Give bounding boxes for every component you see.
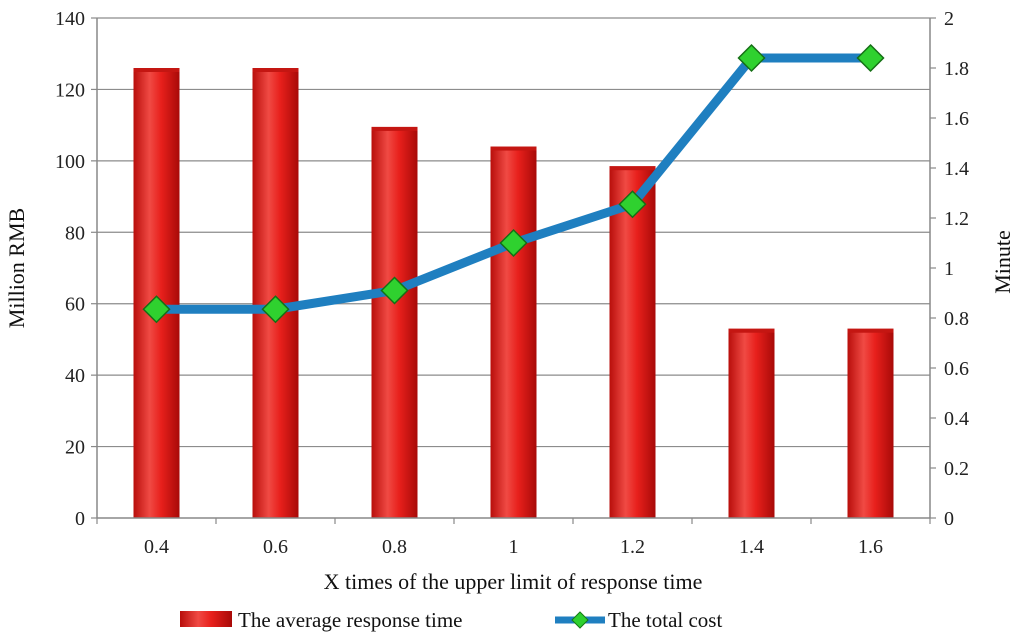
legend-bar-label: The average response time — [238, 608, 462, 632]
bar — [133, 68, 180, 518]
line-point — [261, 295, 290, 324]
bar — [490, 146, 537, 519]
y-right-tick-label: 0.2 — [944, 458, 969, 480]
bar — [252, 68, 299, 518]
bar — [728, 328, 775, 518]
line-point — [380, 276, 409, 305]
y-left-tick-label: 60 — [65, 294, 85, 316]
bar-top — [847, 328, 894, 333]
y-left-tick-label: 0 — [75, 508, 85, 530]
line-point — [618, 190, 647, 219]
y-right-tick-label: 1.2 — [944, 208, 969, 230]
y-left-tick-label: 20 — [65, 437, 85, 459]
line-point — [737, 43, 766, 73]
y-left-tick-label: 140 — [55, 8, 85, 30]
x-tick-label: 0.4 — [144, 536, 169, 558]
y-right-tick-label: 0 — [944, 508, 954, 530]
x-tick-label: 1.6 — [858, 536, 883, 558]
y-left-tick-label: 80 — [65, 222, 85, 244]
legend-line-marker — [571, 611, 589, 629]
x-tick-label: 0.8 — [382, 536, 407, 558]
legend-line-label: The total cost — [608, 608, 722, 632]
line-point — [499, 228, 528, 258]
y-left-tick-labels: 0 20 40 60 80 100 120 140 — [55, 8, 97, 530]
line-series — [142, 43, 885, 324]
bar-top — [490, 146, 537, 151]
legend: The average response time The total cost — [180, 608, 722, 632]
y-right-tick-label: 0.6 — [944, 358, 969, 380]
bar — [371, 126, 418, 518]
y-right-axis-title: Minute — [990, 230, 1015, 294]
bar-series — [133, 68, 894, 519]
bar-top — [609, 166, 656, 171]
y-left-tick-label: 120 — [55, 79, 85, 101]
y-right-tick-label: 1.8 — [944, 58, 969, 80]
x-axis-title: X times of the upper limit of response t… — [324, 569, 703, 594]
bar-top — [728, 328, 775, 333]
y-right-tick-labels: 0 0.2 0.4 0.6 0.8 1 1.2 1.4 1.6 1.8 2 — [930, 8, 969, 530]
x-tick-label: 1.2 — [620, 536, 645, 558]
y-left-axis-title: Million RMB — [4, 208, 29, 328]
bar — [847, 328, 894, 518]
y-left-tick-label: 100 — [55, 151, 85, 173]
y-right-tick-label: 1 — [944, 258, 954, 280]
x-tick-label: 1.4 — [739, 536, 764, 558]
x-tick-label: 1 — [509, 536, 519, 558]
bar-top — [371, 126, 418, 131]
y-right-tick-label: 0.8 — [944, 308, 969, 330]
line-point — [142, 295, 171, 324]
bar — [609, 166, 656, 518]
y-right-tick-label: 0.4 — [944, 408, 969, 430]
y-right-tick-label: 2 — [944, 8, 954, 30]
bar-top — [133, 68, 180, 72]
bar-top — [252, 68, 299, 72]
legend-bar-swatch — [180, 611, 232, 627]
y-left-tick-label: 40 — [65, 365, 85, 387]
line-point — [856, 43, 885, 73]
x-tick-label: 0.6 — [263, 536, 288, 558]
y-right-tick-label: 1.6 — [944, 108, 969, 130]
x-tick-labels: 0.4 0.6 0.8 1 1.2 1.4 1.6 — [96, 518, 931, 558]
y-right-tick-label: 1.4 — [944, 158, 969, 180]
